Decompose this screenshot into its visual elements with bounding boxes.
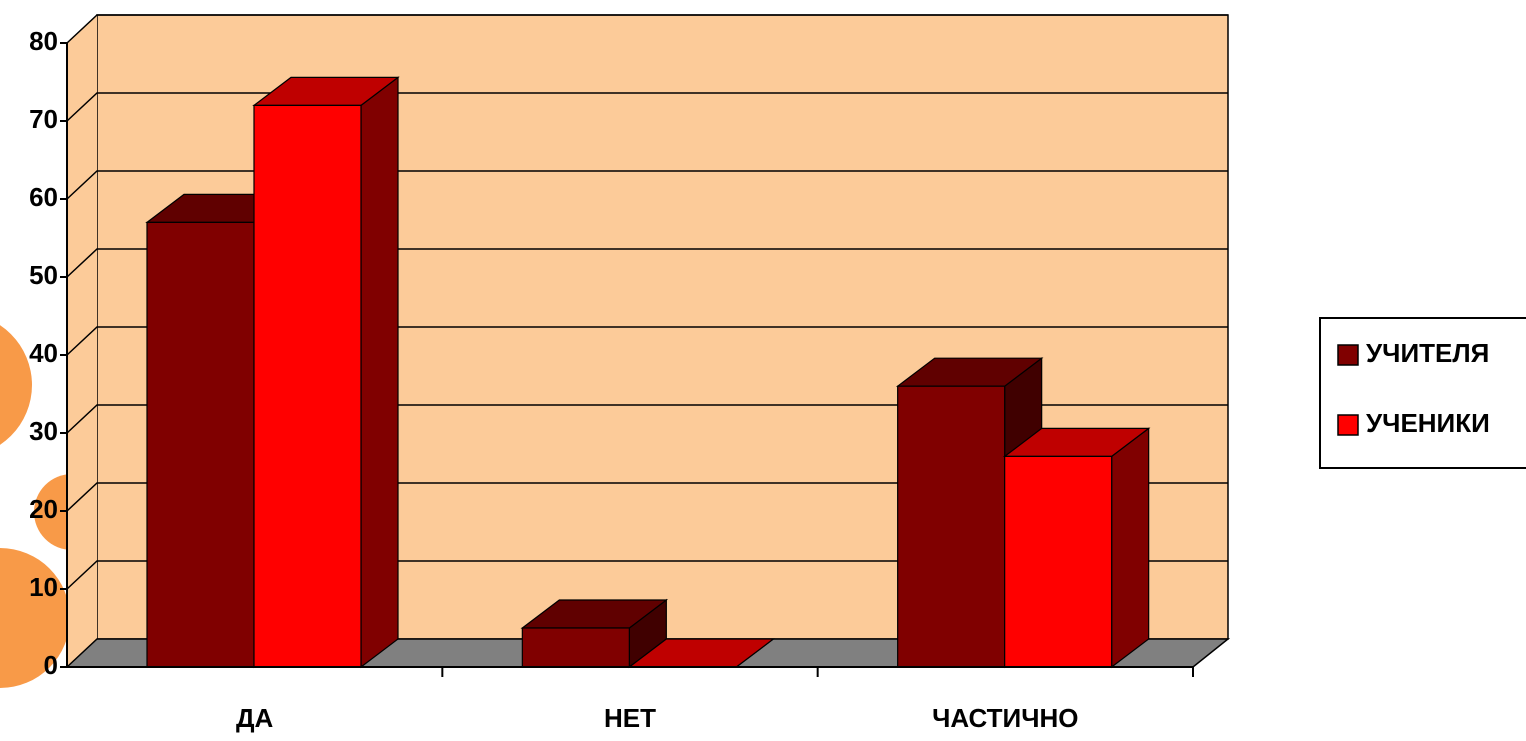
x-tick-label: ЧАСТИЧНО xyxy=(932,703,1078,733)
legend-label: УЧЕНИКИ xyxy=(1366,408,1490,438)
bar xyxy=(1002,427,1151,669)
y-tick-label: 0 xyxy=(44,650,58,680)
y-tick-label: 40 xyxy=(29,338,58,368)
legend-swatch xyxy=(1337,344,1359,366)
grid-line xyxy=(66,482,1228,512)
bar-front xyxy=(897,385,1006,668)
y-tick-label: 60 xyxy=(29,182,58,212)
grid-line xyxy=(66,92,1228,122)
y-tick-label: 50 xyxy=(29,260,58,290)
legend-label: УЧИТЕЛЯ xyxy=(1366,338,1489,368)
x-tick-label: НЕТ xyxy=(604,703,656,733)
bar-front xyxy=(146,221,255,668)
bar-front xyxy=(1004,455,1113,668)
bar xyxy=(252,76,400,669)
bar-front xyxy=(253,104,362,668)
legend-swatch xyxy=(1337,414,1359,436)
grid-line xyxy=(66,560,1228,590)
grid-line xyxy=(66,170,1228,200)
y-tick-label: 30 xyxy=(29,416,58,446)
bar-side xyxy=(360,76,399,669)
grid-line xyxy=(66,404,1228,434)
grid-line xyxy=(66,248,1228,278)
y-tick-label: 80 xyxy=(29,26,58,56)
y-tick-label: 20 xyxy=(29,494,58,524)
decor-circle xyxy=(0,325,32,445)
legend-box xyxy=(1319,317,1526,469)
y-tick-label: 10 xyxy=(29,572,58,602)
decor-circle xyxy=(0,548,70,688)
bar-front xyxy=(521,627,630,668)
bar-side xyxy=(1111,427,1150,669)
bar xyxy=(627,638,776,668)
y-tick-label: 70 xyxy=(29,104,58,134)
grid-line xyxy=(66,326,1228,356)
grid-line xyxy=(66,14,1228,44)
x-tick-label: ДА xyxy=(236,703,274,733)
